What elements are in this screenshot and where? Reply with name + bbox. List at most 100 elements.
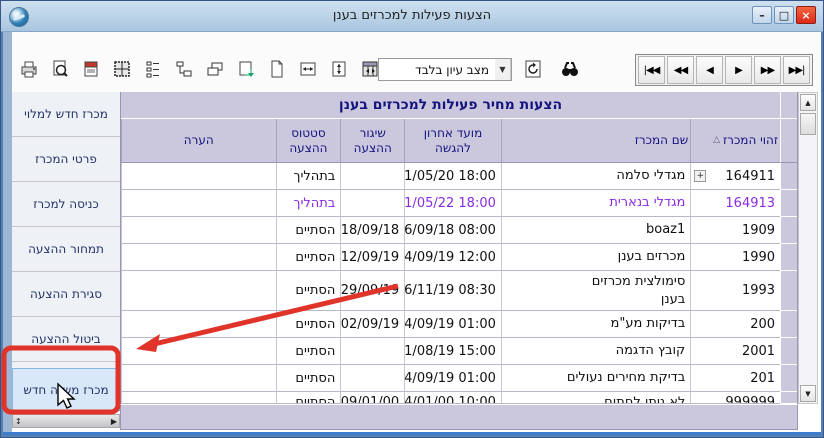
cell-note <box>121 163 276 190</box>
cell-note <box>121 244 276 271</box>
close-button[interactable]: × <box>796 6 816 24</box>
combo-dropdown-icon[interactable]: ▼ <box>495 59 511 80</box>
new-doc-icon[interactable] <box>264 56 290 82</box>
cell-tender-name: מגדלי בנארית <box>500 190 691 217</box>
sidebar-item-close-proposal[interactable]: סגירת ההצעה <box>12 272 120 317</box>
row-indicator[interactable] <box>780 217 797 244</box>
cell-deadline: 31/05/22 18:00 <box>404 190 501 217</box>
pdf-export-icon[interactable] <box>78 56 104 82</box>
grid-corner-cell <box>780 92 797 119</box>
cell-tender-id: 999999 <box>690 392 781 404</box>
view-mode-value: מצב עיון בלבד <box>415 62 489 77</box>
column-header-status[interactable]: סטטוס ההצעה <box>275 119 341 163</box>
column-header-tender-id[interactable]: זהוי המכרז △ <box>690 119 781 163</box>
cell-tender-name: בדיקות מע"מ <box>500 311 691 338</box>
minimize-button[interactable]: – <box>752 6 772 24</box>
window-title: הצעות פעילות למכרזים בענן <box>332 8 492 23</box>
window-controls: – □ × <box>752 6 816 24</box>
scrollbar-thumb[interactable] <box>800 113 816 135</box>
title-bar: הצעות פעילות למכרזים בענן – □ × <box>1 1 823 32</box>
maximize-button[interactable]: □ <box>774 6 794 24</box>
nav-next-button[interactable]: ▶ <box>725 56 752 84</box>
cascade-windows-icon[interactable] <box>202 56 228 82</box>
sidebar-item-price-proposal[interactable]: תמחור ההצעה <box>12 227 120 272</box>
grid-title: הצעות מחיר פעילות למכרזים בענן <box>121 92 780 119</box>
column-header-launch[interactable]: שיגור ההצעה <box>340 119 405 163</box>
table-row[interactable]: +164911 מגדלי סלמה 31/05/20 18:00 בתהליך <box>121 163 797 190</box>
sidebar: מכרז חדש למלוי פרטי המכרז כניסה למכרז תמ… <box>12 92 120 412</box>
sidebar-horizontal-scrollbar[interactable]: ↕ ▶ <box>12 414 120 428</box>
cell-status: בתהליך <box>275 163 341 190</box>
table-row[interactable]: 1993 סימולצית מכרזים בענן 06/11/19 08:30… <box>121 271 797 311</box>
nav-first-button[interactable]: |◀◀ <box>638 56 665 84</box>
row-indicator[interactable] <box>780 311 797 338</box>
cell-launch: 02/09/19 <box>340 311 405 338</box>
refresh-icon[interactable] <box>520 56 546 82</box>
table-row[interactable]: 1909 boaz1 26/09/18 08:00 18/09/18 הסתיי… <box>121 217 797 244</box>
column-header-tender-name[interactable]: שם המכרז <box>500 119 691 163</box>
cell-note <box>121 190 276 217</box>
fit-width-icon[interactable] <box>295 56 321 82</box>
cell-tender-id: 2001 <box>690 338 781 365</box>
nav-next-fast-button[interactable]: ▶▶ <box>754 56 781 84</box>
cell-tender-id: 200 <box>690 311 781 338</box>
grid-footer-band <box>120 404 798 430</box>
row-indicator[interactable] <box>780 271 797 311</box>
window-left-strip <box>3 32 12 432</box>
row-indicator[interactable] <box>780 392 797 404</box>
print-icon[interactable] <box>16 56 42 82</box>
view-mode-select[interactable]: ▼ מצב עיון בלבד <box>378 58 512 81</box>
sidebar-item-new-subtender[interactable]: מכרז משנה חדש <box>12 368 120 411</box>
row-indicator[interactable] <box>780 163 797 190</box>
table-row[interactable]: 164913 מגדלי בנארית 31/05/22 18:00 בתהלי… <box>121 190 797 217</box>
list-icon[interactable] <box>140 56 166 82</box>
scroll-right-icon[interactable]: ▶ <box>110 416 117 426</box>
sidebar-item-tender-details[interactable]: פרטי המכרז <box>12 137 120 182</box>
sidebar-item-new-tender[interactable]: מכרז חדש למלוי <box>12 92 120 137</box>
tree-list-icon[interactable] <box>171 56 197 82</box>
find-icon[interactable] <box>557 56 583 82</box>
sidebar-item-cancel-proposal[interactable]: ביטול ההצעה <box>12 317 120 362</box>
cell-tender-id: 1909 <box>690 217 781 244</box>
scroll-up-icon[interactable]: ▲ <box>800 94 816 111</box>
cell-tender-name: boaz1 <box>500 217 691 244</box>
cell-deadline: 04/01/00 10:00 <box>404 392 501 404</box>
app-logo-icon <box>9 7 29 27</box>
cell-note <box>121 217 276 244</box>
expand-row-icon[interactable]: + <box>694 170 707 182</box>
scroll-down-icon[interactable]: ▼ <box>800 385 816 402</box>
row-indicator[interactable] <box>780 365 797 392</box>
cell-deadline: 14/09/19 12:00 <box>404 244 501 271</box>
export-doc-icon[interactable] <box>233 56 259 82</box>
nav-prev-button[interactable]: ◀ <box>696 56 723 84</box>
row-indicator[interactable] <box>780 190 797 217</box>
nav-last-button[interactable]: ▶▶| <box>783 56 810 84</box>
table-row[interactable]: 1990 מכרזים בענן 14/09/19 12:00 12/09/19… <box>121 244 797 271</box>
table-row[interactable]: 201 בדיקת מחירים נעולים 24/09/19 01:00 ה… <box>121 365 797 392</box>
row-indicator[interactable] <box>780 338 797 365</box>
cell-tender-id: 1990 <box>690 244 781 271</box>
cell-tender-id: 1993 <box>690 271 781 311</box>
grid-vertical-scrollbar[interactable]: ▲ ▼ <box>798 92 818 404</box>
record-navigation: |◀◀ ◀◀ ◀ ▶ ▶▶ ▶▶| <box>635 54 813 86</box>
fit-height-icon[interactable] <box>326 56 352 82</box>
scroll-grip-icon[interactable]: ↕ <box>15 416 22 426</box>
column-header-note[interactable]: הערה <box>120 119 276 163</box>
print-preview-icon[interactable] <box>47 56 73 82</box>
column-header-deadline[interactable]: מועד אחרון להגשה <box>404 119 501 163</box>
sidebar-item-enter-tender[interactable]: כניסה למכרז <box>12 182 120 227</box>
table-row[interactable]: 2001 קובץ הדגמה 01/08/19 15:00 הסתיים <box>121 338 797 365</box>
cell-launch: 29/09/19 <box>340 271 405 311</box>
excel-export-icon[interactable] <box>109 56 135 82</box>
row-indicator[interactable] <box>780 244 797 271</box>
cell-tender-name: לא ניתן לחתום <box>500 392 691 404</box>
sort-asc-icon: △ <box>713 134 721 145</box>
cell-deadline: 01/08/19 15:00 <box>404 338 501 365</box>
cell-note <box>121 338 276 365</box>
nav-prev-fast-button[interactable]: ◀◀ <box>667 56 694 84</box>
cell-tender-id: 164913 <box>690 190 781 217</box>
cell-note <box>121 365 276 392</box>
grid-settings-icon[interactable] <box>357 56 383 82</box>
table-row[interactable]: 999999 לא ניתן לחתום 04/01/00 10:00 09/0… <box>121 392 797 404</box>
table-row[interactable]: 200 בדיקות מע"מ 04/09/19 01:00 02/09/19 … <box>121 311 797 338</box>
